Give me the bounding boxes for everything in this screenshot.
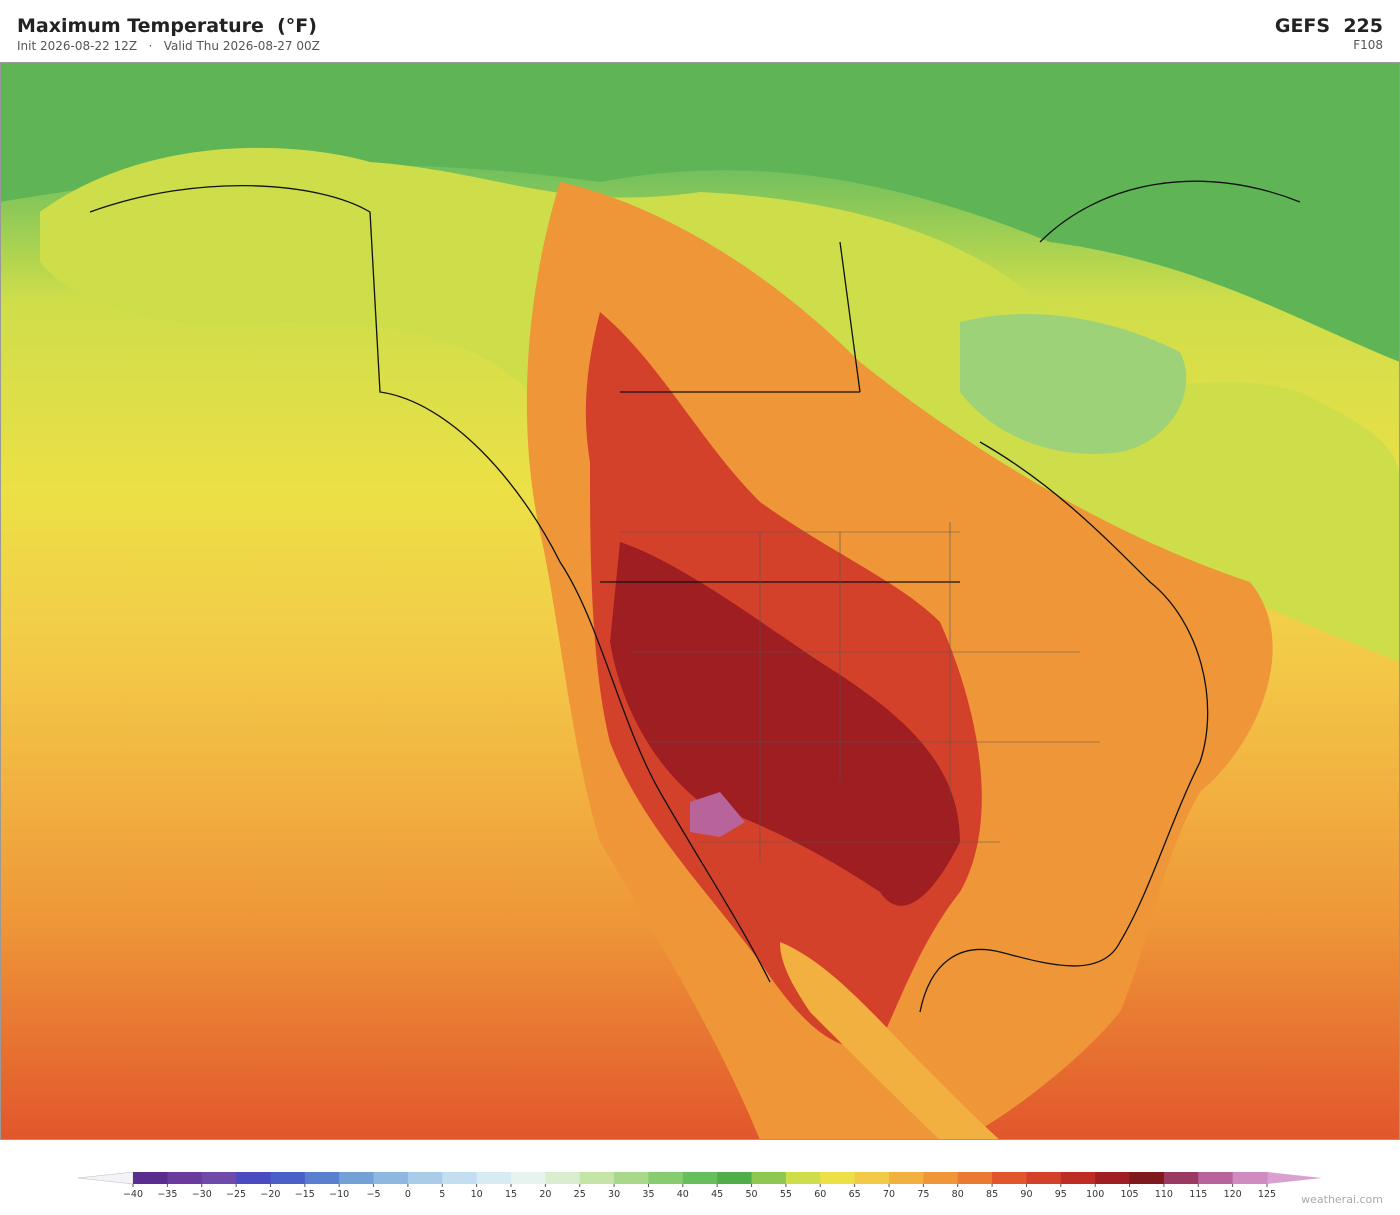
colorbar-tick-label: 65 [849, 1189, 861, 1200]
colorbar-tick-label: 60 [814, 1189, 826, 1200]
mexico-plateau [780, 942, 1000, 1140]
colorbar-segment [442, 1172, 478, 1184]
colorbar-tick-label: 90 [1020, 1189, 1032, 1200]
colorbar-tick-label: 100 [1086, 1189, 1104, 1200]
colorbar-tick-label: 15 [505, 1189, 517, 1200]
colorbar-segment [407, 1172, 443, 1184]
colorbar-segment [820, 1172, 856, 1184]
model-name: GEFS 225 [1274, 15, 1383, 37]
colorbar-tick-label: 0 [405, 1189, 411, 1200]
colorbar-segment [1026, 1172, 1062, 1184]
colorbar-tick-label: −35 [157, 1189, 177, 1200]
colorbar-segment [785, 1172, 821, 1184]
colorbar-segment [167, 1172, 203, 1184]
colorbar-segment [717, 1172, 753, 1184]
colorbar-tick-label: 75 [917, 1189, 929, 1200]
colorbar-segment [889, 1172, 924, 1184]
colorbar-segment [923, 1172, 959, 1184]
colorbar: −40 −35 −30 −25 −20 −15 −10 −5 0 5 10 15 20 25 30 35 40 4… [77, 1171, 1322, 1200]
land-very-hot-field [610, 542, 960, 906]
colorbar-tick-label: 110 [1155, 1189, 1173, 1200]
coastlines [89, 180, 1301, 1013]
colorbar-segment [304, 1172, 340, 1184]
colorbar-segment [751, 1172, 787, 1184]
colorbar-tick-label: 55 [780, 1189, 792, 1200]
colorbar-tick-label: 120 [1224, 1189, 1242, 1200]
colorbar-segment [1198, 1172, 1234, 1184]
colorbar-segment [201, 1172, 237, 1184]
colorbar-tick-label: 50 [745, 1189, 757, 1200]
land-extreme-field [690, 792, 745, 837]
colorbar-segment [992, 1172, 1027, 1184]
colorbar-segment [545, 1172, 581, 1184]
watermark: weatherai.com [1301, 1193, 1383, 1206]
hudson-bay [960, 313, 1187, 454]
forecast-hour: F108 [1353, 38, 1383, 52]
colorbar-segment [339, 1172, 375, 1184]
colorbar-tick-label: 5 [439, 1189, 445, 1200]
colorbar-tick-label: 95 [1055, 1189, 1067, 1200]
colorbar-tick-label: 85 [986, 1189, 998, 1200]
colorbar-tick-label: −10 [329, 1189, 349, 1200]
colorbar-segment [579, 1172, 615, 1184]
arctic-field [0, 62, 1400, 362]
colorbar-tick-label: −20 [260, 1189, 280, 1200]
colorbar-tick-label: −30 [192, 1189, 212, 1200]
colorbar-tick-label: −25 [226, 1189, 246, 1200]
map [0, 62, 1400, 1140]
colorbar-under [77, 1171, 134, 1185]
colorbar-tick-label: 25 [574, 1189, 586, 1200]
subarctic-field [40, 147, 1400, 662]
borders [620, 522, 1100, 862]
colorbar-tick-label: 20 [539, 1189, 551, 1200]
title: Maximum Temperature (°F) [17, 15, 317, 37]
colorbar-segment [270, 1172, 306, 1184]
colorbar-tick-label: −5 [367, 1189, 381, 1200]
colorbar-tick-label: −40 [123, 1189, 143, 1200]
colorbar-tick-label: 105 [1120, 1189, 1138, 1200]
colorbar-segment [614, 1172, 649, 1184]
colorbar-segment [682, 1172, 718, 1184]
colorbar-segment [476, 1172, 512, 1184]
colorbar-segment [133, 1172, 168, 1184]
colorbar-tick-label: 80 [952, 1189, 964, 1200]
colorbar-segment [1129, 1172, 1165, 1184]
colorbar-tick-label: 115 [1189, 1189, 1207, 1200]
subtitle: Init 2026-08-22 12Z · Valid Thu 2026-08-… [17, 39, 320, 53]
colorbar-segment [1232, 1172, 1268, 1184]
colorbar-tick-label: 125 [1258, 1189, 1276, 1200]
colorbar-tick-label: 45 [711, 1189, 723, 1200]
colorbar-segment [1095, 1172, 1131, 1184]
colorbar-over [1267, 1172, 1322, 1184]
colorbar-tick-label: 30 [608, 1189, 620, 1200]
colorbar-segment [957, 1172, 993, 1184]
colorbar-segment [511, 1172, 546, 1184]
colorbar-segment [1060, 1172, 1096, 1184]
colorbar-segment [1163, 1172, 1199, 1184]
colorbar-tick-label: 40 [677, 1189, 689, 1200]
colorbar-tick-label: 35 [642, 1189, 654, 1200]
colorbar-segment [373, 1172, 409, 1184]
colorbar-segment [648, 1172, 684, 1184]
colorbar-segment [236, 1172, 271, 1184]
colorbar-tick-label: 70 [883, 1189, 895, 1200]
colorbar-segment [854, 1172, 890, 1184]
colorbar-tick-label: −15 [295, 1189, 315, 1200]
colorbar-tick-label: 10 [471, 1189, 483, 1200]
